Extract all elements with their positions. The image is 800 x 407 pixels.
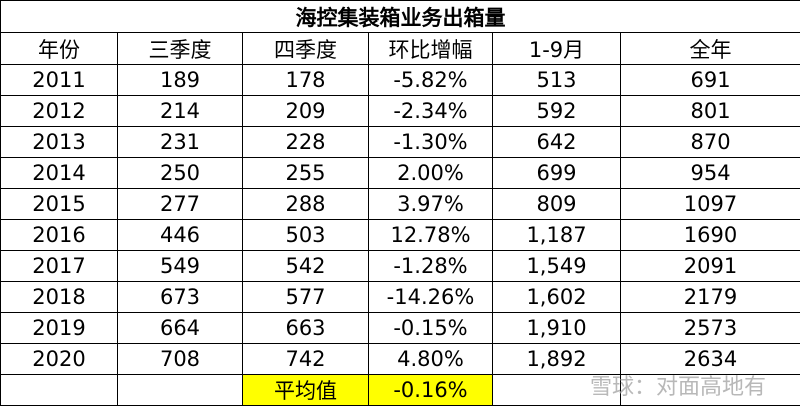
header-cell: 环比增幅 <box>368 32 493 65</box>
table-cell: 801 <box>619 95 800 127</box>
table-cell: 1,549 <box>492 250 621 282</box>
table-cell: 2014 <box>0 157 118 189</box>
table-cell: -0.15% <box>368 312 493 344</box>
table-cell: 954 <box>619 157 800 189</box>
table-row: 2018 673 577 -14.26% 1,602 2179 <box>0 281 800 313</box>
empty-cell <box>117 374 243 406</box>
table-cell: 691 <box>619 64 800 96</box>
table-cell: 592 <box>492 95 621 127</box>
table-cell: 1,187 <box>492 219 621 251</box>
table-row: 2019 664 663 -0.15% 1,910 2573 <box>0 312 800 344</box>
table-cell: 231 <box>117 126 243 158</box>
table-cell: 708 <box>117 343 243 375</box>
table-cell: 178 <box>242 64 369 96</box>
table-row: 2011 189 178 -5.82% 513 691 <box>0 64 800 96</box>
table-cell: 2011 <box>0 64 118 96</box>
table-cell: 214 <box>117 95 243 127</box>
table-cell: 664 <box>117 312 243 344</box>
table-cell: 2573 <box>619 312 800 344</box>
table-cell: 2091 <box>619 250 800 282</box>
table-cell: 2018 <box>0 281 118 313</box>
table-cell: 12.78% <box>368 219 493 251</box>
table-cell: 1,602 <box>492 281 621 313</box>
table-cell: 742 <box>242 343 369 375</box>
table-cell: 228 <box>242 126 369 158</box>
table-cell: 446 <box>117 219 243 251</box>
table-cell: 2017 <box>0 250 118 282</box>
table-cell: 209 <box>242 95 369 127</box>
table-cell: 2019 <box>0 312 118 344</box>
table-cell: 663 <box>242 312 369 344</box>
watermark: 雪球：对面高地有 <box>589 375 766 400</box>
table-cell: 255 <box>242 157 369 189</box>
table-row: 2016 446 503 12.78% 1,187 1690 <box>0 219 800 251</box>
table-cell: 673 <box>117 281 243 313</box>
header-cell: 三季度 <box>117 32 243 65</box>
table-row: 2013 231 228 -1.30% 642 870 <box>0 126 800 158</box>
average-value: -0.16% <box>368 374 493 406</box>
table-cell: 2020 <box>0 343 118 375</box>
table-cell: 2016 <box>0 219 118 251</box>
table-row: 2015 277 288 3.97% 809 1097 <box>0 188 800 220</box>
table-row: 2017 549 542 -1.28% 1,549 2091 <box>0 250 800 282</box>
header-cell: 1-9月 <box>492 32 621 65</box>
table-cell: 549 <box>117 250 243 282</box>
table-cell: 3.97% <box>368 188 493 220</box>
table-row: 年份 三季度 四季度 环比增幅 1-9月 全年 <box>0 32 800 65</box>
table-row: 2014 250 255 2.00% 699 954 <box>0 157 800 189</box>
table-cell: -1.28% <box>368 250 493 282</box>
table-cell: 2012 <box>0 95 118 127</box>
table-cell: 2015 <box>0 188 118 220</box>
table-cell: 1690 <box>619 219 800 251</box>
table-title: 海控集装箱业务出箱量 <box>0 0 800 33</box>
table-cell: -14.26% <box>368 281 493 313</box>
header-cell: 年份 <box>0 32 118 65</box>
table-cell: 542 <box>242 250 369 282</box>
table-cell: -5.82% <box>368 64 493 96</box>
table-cell: 2634 <box>619 343 800 375</box>
table-cell: 2013 <box>0 126 118 158</box>
table-cell: 250 <box>117 157 243 189</box>
table-cell: 2179 <box>619 281 800 313</box>
table-row: 2012 214 209 -2.34% 592 801 <box>0 95 800 127</box>
empty-cell <box>492 374 621 406</box>
table-cell: 4.80% <box>368 343 493 375</box>
table-cell: 277 <box>117 188 243 220</box>
table-cell: 642 <box>492 126 621 158</box>
table-cell: 870 <box>619 126 800 158</box>
table-cell: 699 <box>492 157 621 189</box>
table-row: 平均值 -0.16% <box>0 374 800 406</box>
table-cell: 288 <box>242 188 369 220</box>
table-cell: 577 <box>242 281 369 313</box>
table-cell: 513 <box>492 64 621 96</box>
header-cell: 四季度 <box>242 32 369 65</box>
table-cell: 503 <box>242 219 369 251</box>
average-label: 平均值 <box>242 374 369 406</box>
table-cell: 2.00% <box>368 157 493 189</box>
empty-cell <box>0 374 118 406</box>
table-cell: -1.30% <box>368 126 493 158</box>
header-cell: 全年 <box>619 32 800 65</box>
table-cell: -2.34% <box>368 95 493 127</box>
table-cell: 1,910 <box>492 312 621 344</box>
empty-cell <box>619 374 800 406</box>
table-cell: 189 <box>117 64 243 96</box>
table-cell: 1097 <box>619 188 800 220</box>
table-cell: 809 <box>492 188 621 220</box>
